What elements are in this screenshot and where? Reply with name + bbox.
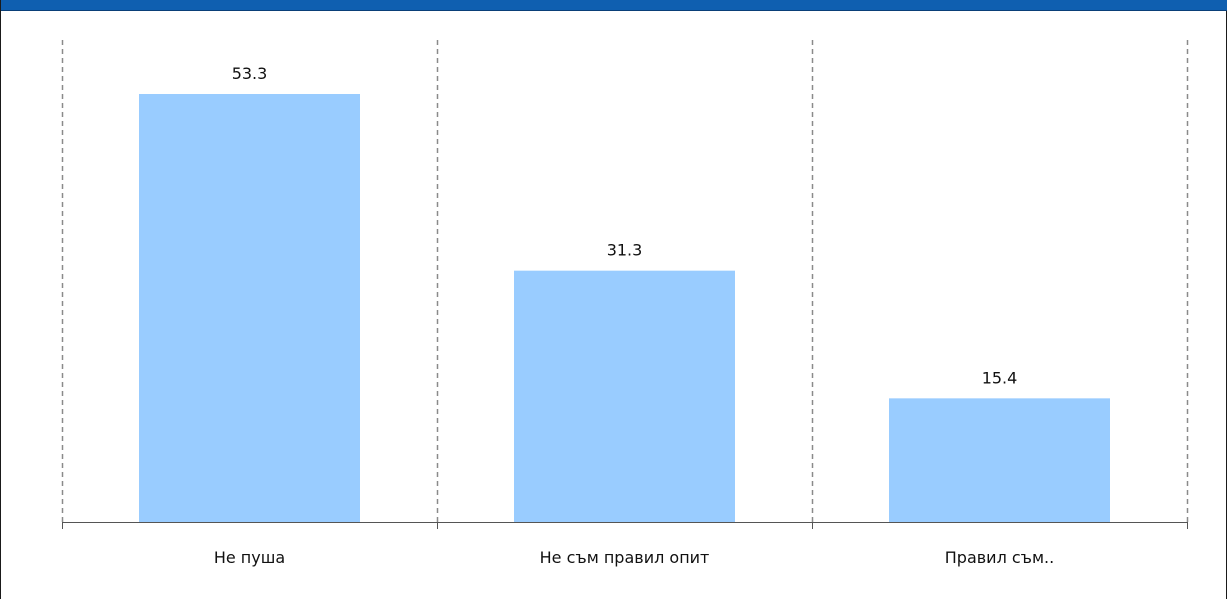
category-labels: Не пуша Не съм правил опит Правил съм.. — [214, 548, 1054, 567]
bars — [139, 94, 1110, 522]
category-label-1: Не съм правил опит — [540, 548, 710, 567]
window-header-bar — [1, 0, 1227, 11]
x-axis — [62, 522, 1188, 529]
category-label-0: Не пуша — [214, 548, 285, 567]
value-label-1: 31.3 — [607, 241, 643, 260]
value-labels: 53.3 31.3 15.4 — [232, 64, 1018, 387]
value-label-0: 53.3 — [232, 64, 268, 83]
bar-2 — [889, 398, 1110, 522]
bar-0 — [139, 94, 360, 522]
category-label-2: Правил съм.. — [945, 548, 1054, 567]
bar-1 — [514, 270, 735, 522]
value-label-2: 15.4 — [982, 368, 1018, 387]
